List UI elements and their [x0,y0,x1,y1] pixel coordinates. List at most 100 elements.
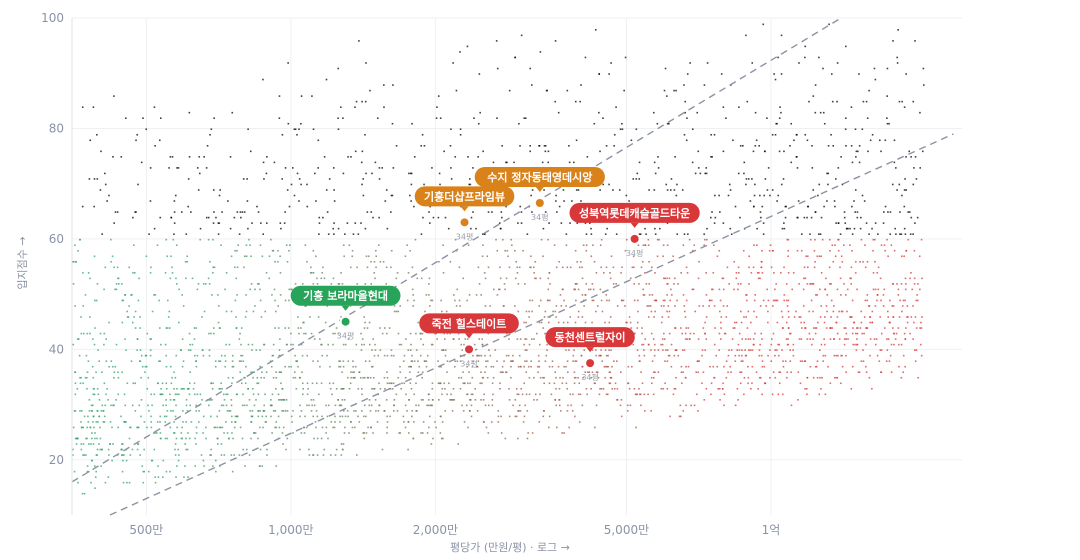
data-point [804,56,806,59]
data-point [87,360,90,362]
data-point [900,343,903,346]
data-point [302,426,305,429]
data-point [374,343,376,346]
data-point [789,145,791,147]
data-point [329,454,332,456]
data-point [573,371,576,374]
data-point [319,338,321,340]
data-point [635,426,637,429]
data-point [337,332,340,335]
data-point [608,382,611,385]
data-point [814,260,816,263]
data-point [688,338,691,340]
data-point [79,238,81,241]
data-point [99,437,102,440]
data-point [334,454,337,456]
data-point [738,332,741,335]
data-point [176,387,178,390]
data-point [892,327,894,329]
data-point [342,443,345,445]
data-point [666,294,668,296]
data-point [82,272,84,274]
data-point [385,189,388,191]
data-point [675,89,677,92]
data-point [111,365,114,368]
data-point [914,222,916,224]
data-point [241,354,244,357]
data-point [221,387,223,390]
data-point [262,161,265,164]
data-point [263,376,265,379]
data-point [739,216,741,219]
data-point [905,73,907,75]
data-point [452,338,455,340]
data-point [876,272,878,274]
data-point [347,415,349,418]
data-point [85,437,87,440]
data-point [712,288,714,291]
data-point [508,415,511,418]
data-point [837,249,840,252]
data-point [896,56,899,59]
data-point [166,255,169,258]
data-point [467,156,469,158]
data-point [403,421,405,423]
data-point [220,354,223,357]
data-point [629,321,632,324]
data-point [351,249,354,252]
data-point [718,310,721,313]
data-point [575,189,578,191]
data-point [251,222,253,224]
data-point [663,338,666,340]
data-point [802,305,805,307]
data-point [633,283,636,285]
data-point [240,343,242,346]
data-point [886,95,888,97]
data-point [722,150,725,153]
data-point [91,410,93,412]
data-point [843,283,845,285]
data-point [758,376,761,379]
data-point [799,382,802,385]
data-point [72,448,74,451]
data-point [306,404,308,407]
data-point [880,371,882,374]
data-point [196,354,199,357]
data-point [894,227,896,230]
data-point [822,354,825,357]
data-point [113,95,115,97]
data-point [703,399,706,401]
data-point [149,349,152,351]
data-point [882,305,885,307]
data-point [511,360,514,362]
data-point [874,238,876,241]
data-point [920,354,923,357]
data-point [896,189,898,191]
data-point [696,360,699,362]
data-point [240,354,242,357]
data-point [201,349,204,351]
data-point [101,371,103,374]
data-point [921,316,923,318]
data-point [866,117,869,119]
data-point [195,426,198,429]
data-point [841,365,844,368]
data-point [784,360,787,362]
data-point [913,283,916,285]
data-point [173,421,175,423]
data-point [747,376,750,379]
data-point [209,454,211,456]
data-point [785,283,788,285]
data-point [97,393,100,396]
data-point [887,316,890,318]
data-point [823,316,826,318]
data-point [271,393,274,396]
data-point [117,277,119,280]
data-point [258,283,260,285]
data-point [203,310,206,313]
data-point [810,216,813,219]
data-point [319,365,321,368]
data-point [468,178,471,180]
data-point [498,288,501,291]
data-point [838,310,840,313]
